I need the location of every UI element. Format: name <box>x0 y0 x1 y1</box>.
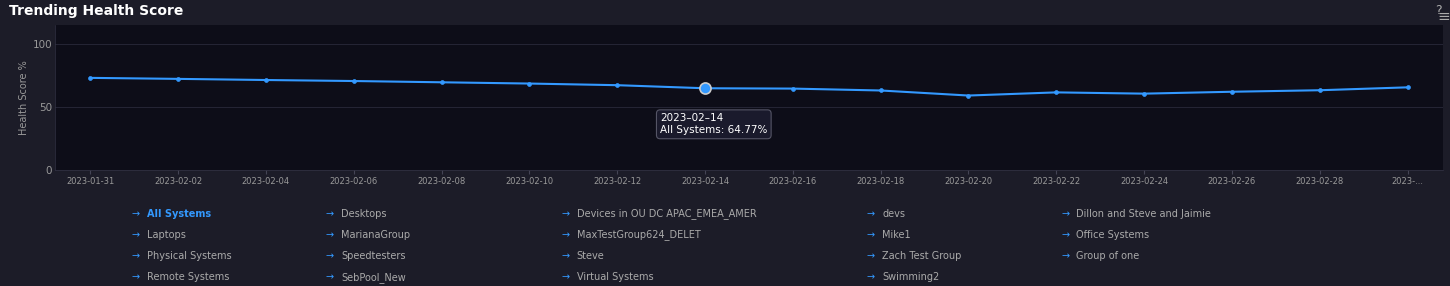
Text: Laptops: Laptops <box>146 230 186 240</box>
Text: Virtual Systems: Virtual Systems <box>577 272 654 282</box>
Text: Speedtesters: Speedtesters <box>341 251 406 261</box>
Text: Swimming2: Swimming2 <box>882 272 940 282</box>
Text: →: → <box>561 209 570 219</box>
Text: Zach Test Group: Zach Test Group <box>882 251 961 261</box>
Text: 2023–02–14
All Systems: 64.77%: 2023–02–14 All Systems: 64.77% <box>660 114 767 135</box>
Text: MaxTestGroup624_DELET: MaxTestGroup624_DELET <box>577 229 700 241</box>
Text: Devices in OU DC APAC_EMEA_AMER: Devices in OU DC APAC_EMEA_AMER <box>577 208 757 219</box>
Text: Mike1: Mike1 <box>882 230 911 240</box>
Text: →: → <box>132 251 139 261</box>
Text: →: → <box>326 272 334 282</box>
Text: →: → <box>326 230 334 240</box>
Text: devs: devs <box>882 209 905 219</box>
Text: →: → <box>326 251 334 261</box>
Text: →: → <box>1061 209 1069 219</box>
Text: Office Systems: Office Systems <box>1076 230 1150 240</box>
Y-axis label: Health Score %: Health Score % <box>19 60 29 135</box>
Text: →: → <box>867 251 874 261</box>
Text: →: → <box>867 272 874 282</box>
Text: SebPool_New: SebPool_New <box>341 272 406 283</box>
Text: →: → <box>561 272 570 282</box>
Text: →: → <box>561 230 570 240</box>
Text: Remote Systems: Remote Systems <box>146 272 229 282</box>
Text: Dillon and Steve and Jaimie: Dillon and Steve and Jaimie <box>1076 209 1211 219</box>
Text: MarianaGroup: MarianaGroup <box>341 230 410 240</box>
Text: Desktops: Desktops <box>341 209 387 219</box>
Text: ≡: ≡ <box>1437 9 1450 23</box>
Text: Physical Systems: Physical Systems <box>146 251 232 261</box>
Text: Trending Health Score: Trending Health Score <box>9 4 183 18</box>
Text: →: → <box>867 209 874 219</box>
Text: →: → <box>561 251 570 261</box>
Text: Group of one: Group of one <box>1076 251 1140 261</box>
Text: →: → <box>1061 230 1069 240</box>
Text: →: → <box>1061 251 1069 261</box>
Text: →: → <box>867 230 874 240</box>
Text: All Systems: All Systems <box>146 209 210 219</box>
Text: →: → <box>326 209 334 219</box>
Text: →: → <box>132 209 139 219</box>
Text: →: → <box>132 272 139 282</box>
Text: ?: ? <box>1434 5 1441 17</box>
Text: →: → <box>132 230 139 240</box>
Text: Steve: Steve <box>577 251 605 261</box>
